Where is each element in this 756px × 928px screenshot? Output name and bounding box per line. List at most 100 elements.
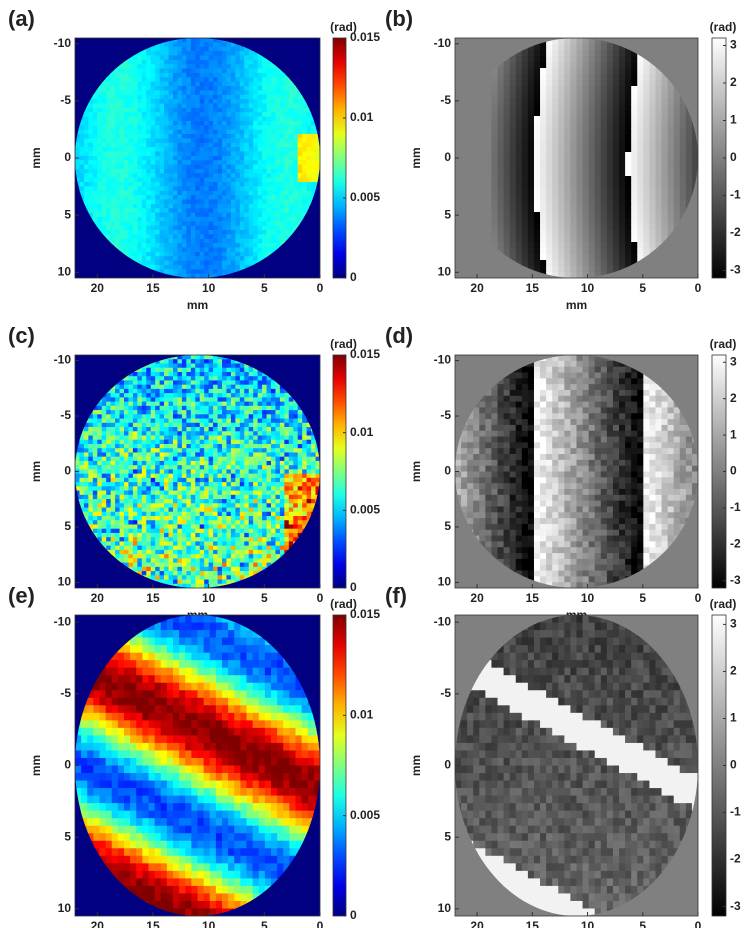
colorbar-label: (rad) [330,20,357,34]
x-axis-label: mm [187,298,208,312]
x-tick-label: 15 [146,591,160,605]
colorbar-tick-label: 1 [730,711,737,725]
x-tick-label: 0 [317,281,324,295]
colorbar-tick-label: 0 [350,580,357,594]
x-tick-label: 0 [317,591,324,605]
heatmap-image [75,38,320,278]
y-tick-label: -10 [54,36,72,50]
heatmap-image [75,615,320,916]
y-tick-label: -10 [54,353,72,367]
y-tick-label: 0 [64,758,71,772]
y-tick-label: 5 [64,519,71,533]
y-tick-label: 5 [64,829,71,843]
colorbar-tick-label: 0.01 [350,425,374,439]
y-tick-label: 10 [58,575,72,589]
x-tick-label: 10 [202,281,216,295]
y-tick-label: 10 [438,901,452,915]
x-tick-label: 10 [581,919,595,928]
colorbar-tick-label: 1 [730,113,737,127]
panel-label: (d) [385,323,413,348]
x-tick-label: 5 [639,919,646,928]
colorbar-tick-label: 3 [730,617,737,631]
colorbar-tick-label: 0.015 [350,30,380,44]
x-tick-label: 0 [317,919,324,928]
colorbar-tick-label: -2 [730,536,741,550]
x-tick-label: 5 [261,281,268,295]
y-tick-label: 5 [444,207,451,221]
x-tick-label: 15 [526,919,540,928]
y-tick-label: -10 [54,614,72,628]
colorbar-tick-label: 0.005 [350,808,380,822]
y-tick-label: 5 [64,207,71,221]
x-tick-label: 20 [91,919,105,928]
x-tick-label: 10 [581,281,595,295]
x-tick-label: 20 [470,919,484,928]
y-tick-label: 0 [444,464,451,478]
y-tick-label: -5 [440,408,451,422]
colorbar-tick-label: 0.005 [350,190,380,204]
y-tick-label: 10 [58,264,72,278]
y-tick-label: 0 [444,758,451,772]
y-tick-label: -10 [434,353,452,367]
colorbar [332,614,347,917]
colorbar-tick-label: 1 [730,427,737,441]
colorbar-label: (rad) [710,337,737,351]
y-tick-label: -5 [60,686,71,700]
y-tick-label: 0 [64,150,71,164]
colorbar [332,354,347,589]
y-tick-label: -5 [60,93,71,107]
heatmap-image [455,615,698,916]
y-axis-label: mm [409,147,423,168]
y-tick-label: -5 [440,93,451,107]
x-tick-label: 5 [261,919,268,928]
x-tick-label: 15 [146,281,160,295]
panel-label: (e) [8,583,35,608]
colorbar-tick-label: 3 [730,354,737,368]
colorbar-tick-label: -3 [730,573,741,587]
x-tick-label: 15 [526,281,540,295]
colorbar-tick-label: -3 [730,899,741,913]
colorbar-label: (rad) [330,597,357,611]
y-tick-label: 0 [444,150,451,164]
y-tick-label: -10 [434,36,452,50]
y-tick-label: -5 [60,408,71,422]
y-tick-label: 0 [64,464,71,478]
panel-label: (a) [8,6,35,31]
colorbar-tick-label: 2 [730,391,737,405]
x-tick-label: 10 [202,591,216,605]
y-axis-label: mm [29,755,43,776]
y-axis-label: mm [29,147,43,168]
x-tick-label: 20 [470,591,484,605]
colorbar [332,37,347,279]
y-tick-label: 5 [444,829,451,843]
colorbar-tick-label: 0 [730,464,737,478]
x-tick-label: 20 [91,281,105,295]
x-tick-label: 10 [581,591,595,605]
x-axis-label: mm [566,298,587,312]
x-tick-label: 10 [202,919,216,928]
colorbar-tick-label: -1 [730,805,741,819]
colorbar-label: (rad) [330,337,357,351]
x-tick-label: 20 [91,591,105,605]
x-tick-label: 20 [470,281,484,295]
y-axis-label: mm [29,461,43,482]
x-tick-label: 0 [695,919,702,928]
colorbar-tick-label: -1 [730,500,741,514]
panel-label: (c) [8,323,35,348]
colorbar-tick-label: 0 [350,270,357,284]
y-tick-label: 5 [444,519,451,533]
y-axis-label: mm [409,461,423,482]
heatmap-image [75,355,320,588]
colorbar-tick-label: 2 [730,664,737,678]
x-tick-label: 5 [639,591,646,605]
y-tick-label: 10 [438,264,452,278]
colorbar-tick-label: 0 [730,758,737,772]
x-tick-label: 0 [695,591,702,605]
colorbar-label: (rad) [710,20,737,34]
colorbar-tick-label: -1 [730,188,741,202]
y-tick-label: -10 [434,614,452,628]
heatmap-image [455,38,698,278]
x-tick-label: 15 [146,919,160,928]
colorbar-tick-label: -2 [730,225,741,239]
panel-label: (b) [385,6,413,31]
